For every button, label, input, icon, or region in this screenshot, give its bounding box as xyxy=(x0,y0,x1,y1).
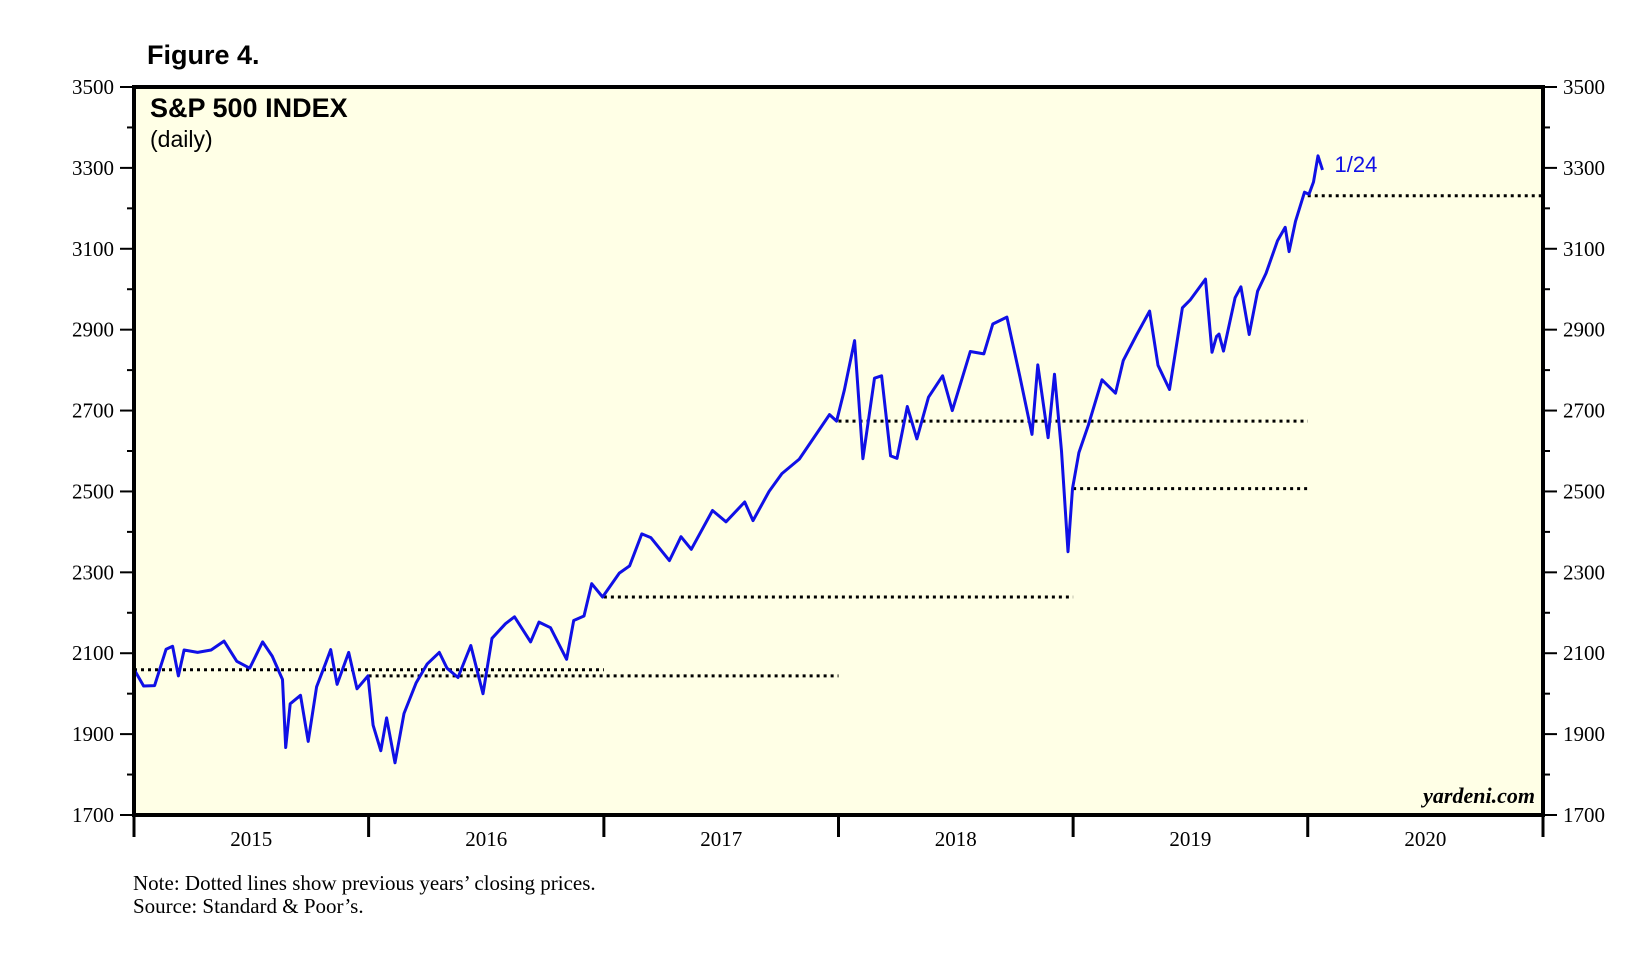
y-tick-label-right: 2100 xyxy=(1563,641,1605,665)
chart-title: S&P 500 INDEX xyxy=(150,93,348,123)
y-tick-label-left: 2700 xyxy=(72,399,114,423)
y-tick-label-right: 2700 xyxy=(1563,399,1605,423)
x-tick-label: 2020 xyxy=(1404,827,1446,851)
y-tick-label-left: 2900 xyxy=(72,318,114,342)
previous-year-close-lines xyxy=(134,194,1543,678)
y-tick-label-right: 2500 xyxy=(1563,479,1605,503)
y-tick-label-left: 3300 xyxy=(72,156,114,180)
y-tick-label-right: 3500 xyxy=(1563,75,1605,99)
y-tick-label-left: 1900 xyxy=(72,722,114,746)
right-y-axis: 1700 1900 2100 2300 2500 2700 2900 3100 3300 3500 xyxy=(1543,75,1605,827)
y-tick-label-right: 3100 xyxy=(1563,237,1605,261)
note-text: Note: Dotted lines show previous years’ … xyxy=(133,871,596,895)
y-tick-label-left: 1700 xyxy=(72,803,114,827)
x-axis: 2015 2016 2017 2018 2019 2020 xyxy=(132,815,1545,851)
plot-frame xyxy=(132,85,1545,817)
y-tick-label-left: 3100 xyxy=(72,237,114,261)
y-tick-label-left: 2500 xyxy=(72,479,114,503)
x-tick-label: 2016 xyxy=(465,827,507,851)
y-tick-label-right: 2900 xyxy=(1563,318,1605,342)
x-tick-label: 2017 xyxy=(700,827,742,851)
y-tick-label-right: 1900 xyxy=(1563,722,1605,746)
x-tick-label: 2019 xyxy=(1169,827,1211,851)
sp500-series-line xyxy=(133,154,1324,765)
y-tick-label-right: 1700 xyxy=(1563,803,1605,827)
y-tick-label-left: 2300 xyxy=(72,560,114,584)
last-date-annotation: 1/24 xyxy=(1335,152,1378,177)
y-tick-label-left: 3500 xyxy=(72,75,114,99)
y-tick-label-left: 2100 xyxy=(72,641,114,665)
left-y-axis: 1700 1900 2100 2300 2500 2700 2900 3100 3300 3500 xyxy=(72,75,134,827)
chart-subtitle: (daily) xyxy=(150,126,213,152)
footnotes: Note: Dotted lines show previous years’ … xyxy=(133,872,596,918)
source-text: Source: Standard & Poor’s. xyxy=(133,894,364,918)
x-tick-label: 2015 xyxy=(230,827,272,851)
y-tick-label-right: 3300 xyxy=(1563,156,1605,180)
figure-label: Figure 4. xyxy=(147,40,260,70)
source-credit: yardeni.com xyxy=(1420,783,1535,808)
x-tick-label: 2018 xyxy=(935,827,977,851)
y-tick-label-right: 2300 xyxy=(1563,560,1605,584)
